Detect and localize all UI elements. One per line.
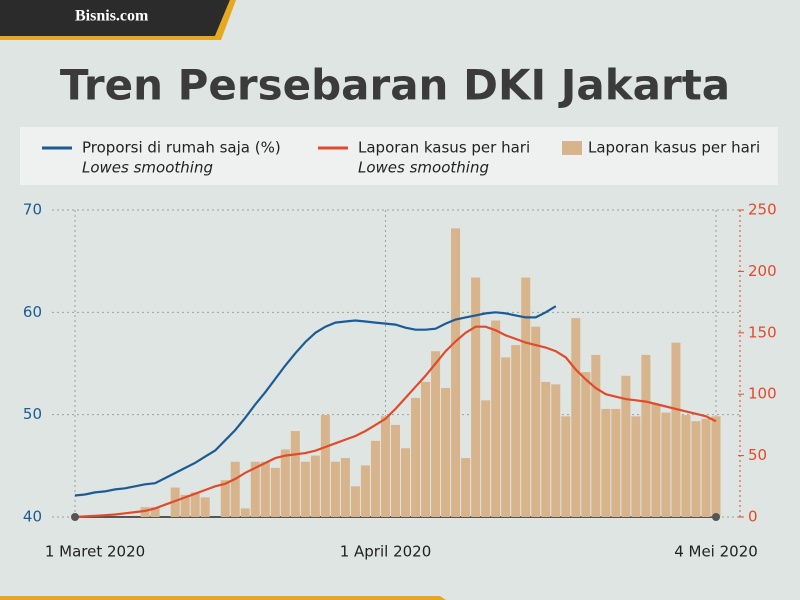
bar bbox=[611, 408, 621, 517]
bar bbox=[421, 381, 431, 517]
x-axis-dot bbox=[71, 513, 79, 521]
bar bbox=[290, 431, 300, 517]
bar bbox=[411, 397, 421, 517]
y-tick-label: 60 bbox=[23, 303, 42, 321]
bar bbox=[401, 448, 411, 517]
legend-swatch bbox=[562, 141, 582, 155]
bar bbox=[370, 440, 380, 517]
bar bbox=[521, 277, 531, 517]
bar bbox=[591, 354, 601, 517]
y-tick-label: 50 bbox=[23, 405, 42, 423]
bar bbox=[561, 416, 571, 517]
bar bbox=[310, 455, 320, 517]
bar bbox=[300, 461, 310, 517]
legend-box bbox=[20, 127, 778, 185]
bar bbox=[270, 467, 280, 517]
bar bbox=[621, 375, 631, 517]
bar bbox=[461, 458, 471, 517]
bar bbox=[491, 320, 501, 517]
bar bbox=[701, 418, 711, 517]
bar bbox=[451, 228, 461, 518]
bar bbox=[671, 342, 681, 517]
bar bbox=[260, 461, 270, 517]
bar bbox=[541, 381, 551, 517]
bar bbox=[340, 458, 350, 517]
bar bbox=[601, 408, 611, 517]
y2-tick-label: 250 bbox=[748, 201, 777, 219]
bar bbox=[631, 416, 641, 517]
bar bbox=[240, 508, 250, 517]
y2-tick-label: 50 bbox=[748, 446, 767, 464]
bar bbox=[350, 486, 360, 517]
bar bbox=[190, 492, 200, 517]
bar bbox=[230, 461, 240, 517]
bar bbox=[200, 497, 210, 517]
bar bbox=[571, 318, 581, 517]
legend-note: Lowes smoothing bbox=[358, 159, 489, 177]
x-axis-dot bbox=[712, 513, 720, 521]
chart-title: Tren Persebaran DKI Jakarta bbox=[60, 61, 730, 110]
line bbox=[74, 325, 717, 519]
bar bbox=[140, 507, 150, 517]
bar bbox=[360, 465, 370, 517]
bar bbox=[511, 345, 521, 517]
logo-bar bbox=[0, 0, 230, 36]
bar bbox=[651, 404, 661, 517]
bar bbox=[280, 449, 290, 517]
line bbox=[74, 305, 557, 497]
bar bbox=[641, 354, 651, 517]
bar bbox=[250, 461, 260, 517]
bar bbox=[531, 326, 541, 517]
y2-tick-label: 200 bbox=[748, 262, 777, 280]
logo-accent bbox=[0, 0, 236, 40]
legend-label: Laporan kasus per hari bbox=[358, 139, 530, 157]
bar bbox=[581, 372, 591, 517]
y2-tick-label: 0 bbox=[748, 508, 758, 526]
bar bbox=[441, 388, 451, 517]
y2-tick-label: 100 bbox=[748, 385, 777, 403]
legend-label: Laporan kasus per hari bbox=[588, 139, 760, 157]
brand: Bisnis.com bbox=[75, 8, 149, 25]
bar bbox=[661, 412, 671, 517]
bar bbox=[431, 351, 441, 517]
x-tick-label: 1 April 2020 bbox=[340, 543, 432, 561]
bar bbox=[220, 480, 230, 517]
legend-label: Proporsi di rumah saja (%) bbox=[82, 139, 281, 157]
bar bbox=[471, 277, 481, 517]
footer-accent bbox=[0, 596, 446, 600]
bar bbox=[180, 494, 190, 517]
bar bbox=[481, 400, 491, 517]
bar bbox=[551, 384, 561, 517]
bar bbox=[691, 421, 701, 517]
bar bbox=[390, 424, 401, 517]
legend-note: Lowes smoothing bbox=[82, 159, 213, 177]
bar bbox=[380, 416, 390, 517]
y2-tick-label: 150 bbox=[748, 323, 777, 341]
x-tick-label: 4 Mei 2020 bbox=[674, 543, 758, 561]
bar bbox=[501, 357, 511, 517]
y-tick-label: 40 bbox=[23, 508, 42, 526]
y-tick-label: 70 bbox=[23, 201, 42, 219]
bar bbox=[711, 416, 721, 517]
x-tick-label: 1 Maret 2020 bbox=[45, 543, 145, 561]
bar bbox=[150, 507, 160, 517]
bar bbox=[170, 487, 180, 517]
bar bbox=[330, 461, 340, 517]
bar bbox=[681, 415, 691, 517]
bar bbox=[320, 415, 330, 517]
